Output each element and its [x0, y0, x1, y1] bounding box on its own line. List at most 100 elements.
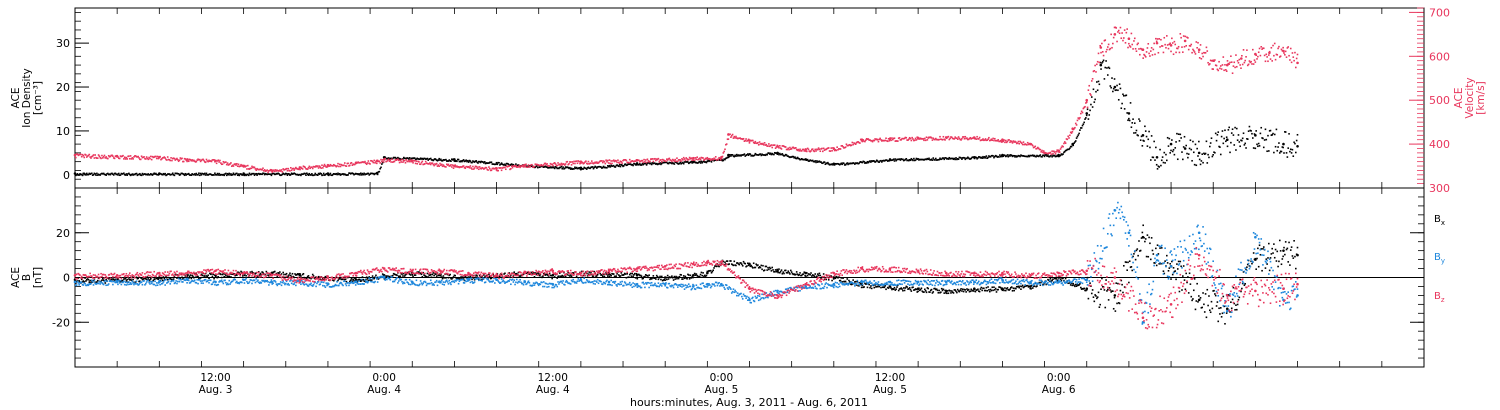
data-point	[806, 147, 809, 150]
data-point	[702, 157, 704, 159]
y-axis-label-line: [cm⁻³]	[32, 81, 44, 115]
data-point	[131, 173, 134, 175]
data-point	[441, 277, 444, 280]
data-point	[929, 136, 931, 139]
data-point	[1296, 246, 1299, 249]
data-point	[582, 274, 585, 277]
data-point	[585, 272, 588, 275]
data-point	[252, 279, 255, 281]
data-keypoint	[551, 273, 555, 277]
data-point	[246, 168, 248, 170]
data-point	[910, 157, 913, 160]
data-point	[357, 161, 360, 163]
data-point	[184, 172, 187, 175]
data-point	[282, 271, 285, 274]
data-point	[290, 169, 293, 172]
data-point	[1130, 126, 1133, 129]
data-point	[1149, 159, 1152, 161]
data-point	[435, 159, 438, 161]
data-point	[152, 279, 155, 282]
data-point	[1118, 302, 1121, 305]
data-point	[498, 161, 500, 164]
data-point	[88, 153, 91, 156]
data-point	[895, 159, 897, 162]
data-point	[612, 165, 614, 167]
data-point	[461, 277, 463, 280]
data-point	[233, 278, 236, 280]
data-point	[1076, 135, 1079, 138]
y2-axis-label-line: ACE	[1453, 88, 1465, 109]
data-point	[1295, 267, 1297, 270]
data-point	[983, 287, 985, 290]
data-point	[128, 278, 130, 280]
data-point	[344, 278, 347, 281]
data-point	[456, 277, 458, 280]
data-point	[876, 138, 879, 141]
data-point	[750, 139, 752, 142]
data-point	[1060, 279, 1063, 282]
data-point	[218, 272, 220, 275]
data-point	[1016, 155, 1019, 158]
data-point	[120, 155, 123, 158]
data-point	[1007, 155, 1010, 158]
data-point	[604, 166, 607, 169]
data-point	[951, 137, 954, 140]
data-point	[250, 173, 252, 176]
data-point	[729, 133, 731, 136]
data-keypoint	[1183, 39, 1187, 43]
data-point	[1267, 257, 1269, 259]
data-point	[360, 161, 363, 164]
data-point	[433, 274, 435, 277]
data-point	[138, 280, 140, 283]
data-point	[879, 137, 881, 140]
data-keypoint	[1225, 307, 1229, 311]
data-point	[883, 286, 886, 289]
data-point	[436, 159, 439, 162]
data-point	[448, 159, 451, 161]
data-point	[447, 163, 450, 166]
data-point	[101, 282, 103, 284]
data-point	[914, 288, 917, 290]
data-point	[554, 165, 557, 168]
data-keypoint	[973, 155, 976, 159]
data-point	[864, 140, 866, 143]
data-point	[735, 155, 737, 157]
data-point	[859, 281, 861, 284]
data-point	[596, 274, 598, 277]
data-point	[1156, 38, 1159, 40]
data-point	[194, 174, 197, 176]
data-point	[352, 278, 354, 281]
data-point	[305, 174, 307, 177]
data-point	[1113, 78, 1116, 80]
data-point	[1137, 254, 1139, 257]
data-point	[708, 160, 710, 163]
data-point	[370, 172, 372, 175]
data-point	[1082, 288, 1085, 290]
data-point	[364, 280, 366, 283]
data-point	[1069, 134, 1071, 137]
data-point	[834, 277, 837, 280]
data-point	[200, 273, 203, 276]
data-point	[633, 160, 636, 162]
data-point	[528, 165, 531, 168]
data-point	[1275, 260, 1278, 262]
data-point	[275, 172, 278, 175]
data-point	[1000, 141, 1003, 143]
data-point	[1085, 114, 1088, 117]
data-point	[1036, 154, 1038, 157]
data-point	[868, 139, 870, 141]
data-point	[870, 139, 872, 142]
data-point	[1240, 139, 1242, 142]
data-point	[129, 174, 132, 177]
data-point	[139, 280, 141, 282]
data-point	[87, 284, 90, 287]
data-point	[608, 275, 611, 278]
data-point	[1284, 131, 1287, 133]
data-point	[1204, 51, 1207, 54]
data-point	[1161, 156, 1164, 158]
data-point	[908, 159, 910, 162]
data-point	[1099, 44, 1101, 47]
data-point	[682, 162, 685, 165]
data-point	[95, 174, 97, 177]
data-point	[1069, 131, 1072, 134]
